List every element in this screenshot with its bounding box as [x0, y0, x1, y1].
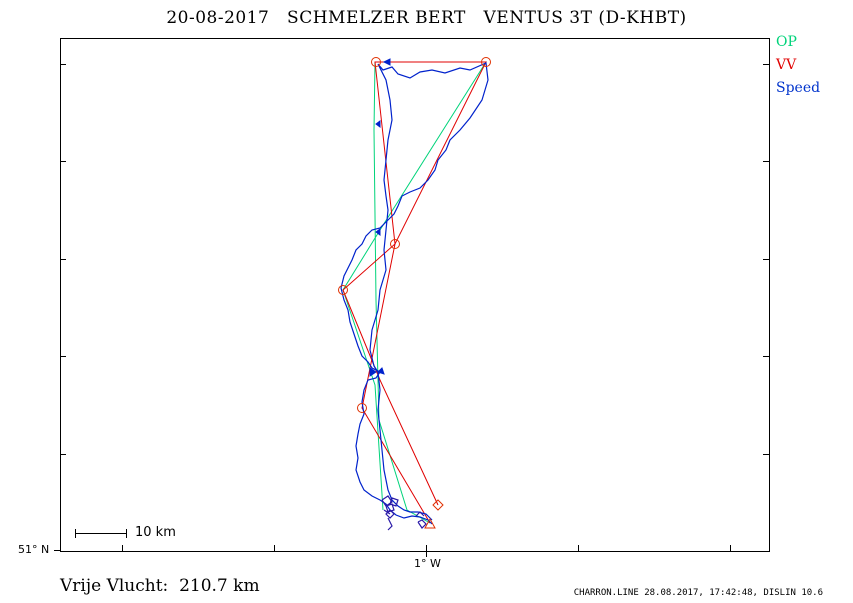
bottom-ticks — [122, 545, 731, 557]
footer-text: CHARRON.LINE 28.08.2017, 17:42:48, DISLI… — [573, 588, 823, 598]
legend-vv: VV — [776, 57, 797, 73]
right-ticks — [763, 64, 769, 455]
map-title: 20-08-2017 SCHMELZER BERT VENTUS 3T (D-K… — [166, 8, 687, 28]
latitude-label: 51° N — [18, 543, 50, 556]
legend-op: OP — [776, 34, 797, 50]
thermal-loops — [381, 495, 427, 531]
left-ticks — [54, 64, 66, 551]
track-arrows — [369, 58, 391, 377]
vv-route — [342, 61, 487, 524]
flight-track — [340, 62, 489, 525]
longitude-label: 1° W — [414, 557, 441, 570]
scale-label: 10 km — [135, 525, 176, 540]
distance-text: Vrije Vlucht: 210.7 km — [60, 576, 260, 596]
turnpoints — [338, 57, 491, 529]
map-frame — [60, 38, 770, 552]
legend-speed: Speed — [776, 80, 821, 96]
scale-bar — [75, 529, 127, 538]
